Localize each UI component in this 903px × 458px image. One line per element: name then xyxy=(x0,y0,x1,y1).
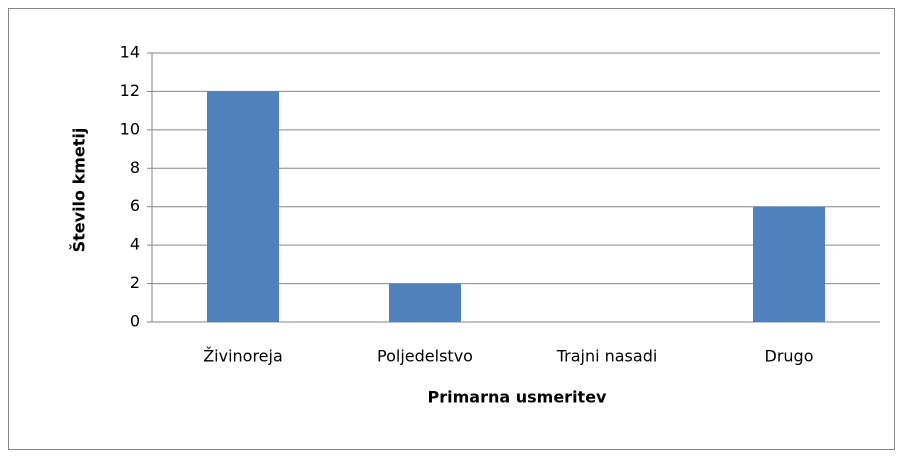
x-tick-label: Trajni nasadi xyxy=(556,347,658,366)
bar xyxy=(389,283,461,322)
x-tick-label: Poljedelstvo xyxy=(377,347,473,366)
y-tick-label: 0 xyxy=(130,312,140,331)
y-tick-label: 14 xyxy=(120,43,140,62)
bar xyxy=(753,206,825,322)
y-axis-title: Število kmetij xyxy=(70,128,89,253)
y-tick-label: 4 xyxy=(130,235,140,254)
chart-border xyxy=(8,8,895,450)
y-tick-label: 8 xyxy=(130,158,140,177)
y-tick-label: 12 xyxy=(120,81,140,100)
y-tick-label: 10 xyxy=(120,119,140,138)
bar xyxy=(207,91,279,322)
x-tick-label: Živinoreja xyxy=(203,347,283,366)
y-tick-label: 2 xyxy=(130,273,140,292)
x-axis-title: Primarna usmeritev xyxy=(428,388,608,407)
x-tick-label: Drugo xyxy=(765,347,814,366)
y-tick-label: 6 xyxy=(130,196,140,215)
